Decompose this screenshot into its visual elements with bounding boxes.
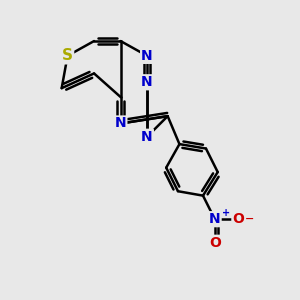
Text: N: N [141,75,153,89]
Text: S: S [62,48,73,63]
Text: −: − [245,214,254,224]
Text: N: N [141,130,153,144]
Text: N: N [115,116,126,130]
Text: N: N [141,49,153,63]
Text: N: N [141,49,153,63]
Text: O: O [209,236,221,250]
Text: N: N [209,212,220,226]
Text: +: + [223,208,231,218]
Text: O: O [232,212,244,226]
